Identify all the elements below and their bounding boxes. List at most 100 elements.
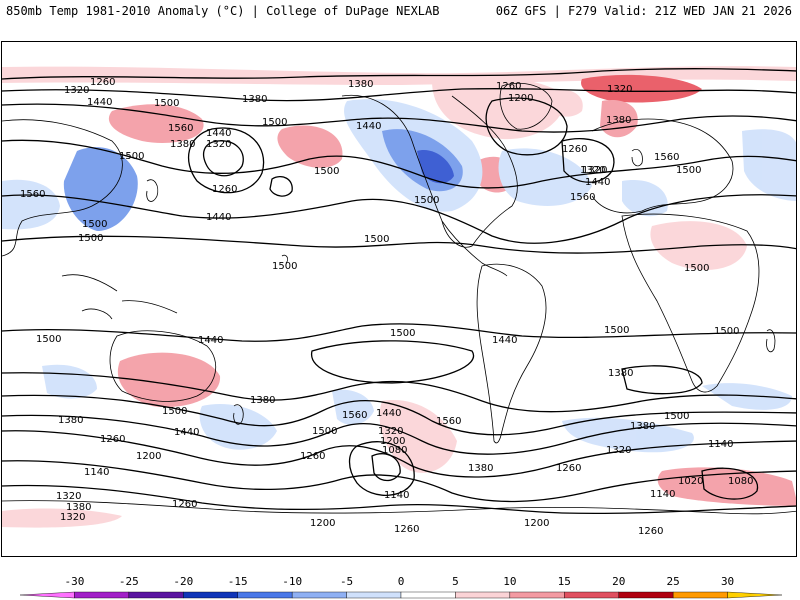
coast-asia (2, 119, 123, 257)
model-run-info: 06Z GFS | F279 Valid: 21Z WED JAN 21 202… (495, 4, 792, 18)
anomaly-warm-southern-ocean (379, 400, 457, 473)
height-label: 1380 (348, 79, 373, 90)
height-label: 1560 (342, 410, 367, 421)
height-label: 1380 (250, 395, 275, 406)
height-label: 1500 (119, 151, 144, 162)
contour-siberia-low-1 (203, 140, 244, 177)
colorbar-bins (19, 591, 783, 599)
height-label: 1260 (212, 184, 237, 195)
height-label: 1500 (604, 325, 629, 336)
anomaly-cold-south-africa (702, 383, 792, 410)
contour-pacific-low (269, 176, 293, 197)
height-label: 1380 (468, 463, 493, 474)
anomaly-warm-siberia (108, 104, 204, 143)
colorbar-tick-label: -15 (228, 575, 248, 588)
height-label: 1140 (384, 490, 409, 501)
height-label: 1380 (630, 421, 655, 432)
height-label: 1200 (508, 93, 533, 104)
height-label: 1320 (378, 426, 403, 437)
contour-south-1440 (2, 414, 796, 455)
colorbar-tick-label: 15 (558, 575, 571, 588)
height-label: 1320 (64, 85, 89, 96)
height-label: 1440 (585, 177, 610, 188)
height-label: 1320 (206, 139, 231, 150)
anomaly-cold-north-atlantic (498, 148, 592, 206)
colorbar-bin (564, 591, 619, 599)
temperature-anomaly-shading (2, 66, 796, 528)
coast-antarctica (2, 500, 796, 515)
height-label: 1140 (650, 489, 675, 500)
anomaly-warm-scandinavia (600, 100, 638, 138)
height-label: 1560 (20, 189, 45, 200)
height-label: 1440 (356, 121, 381, 132)
height-label: 1260 (496, 81, 521, 92)
contour-south-1260 (2, 460, 796, 503)
coast-uk (631, 148, 643, 167)
coastlines (2, 82, 796, 515)
contour-south-1380 (2, 430, 796, 478)
height-label: 1260 (300, 451, 325, 462)
height-label: 1080 (728, 476, 753, 487)
colorbar-bin (74, 591, 130, 599)
colorbar-tick-label: -20 (173, 575, 193, 588)
colorbar-legend: -30 -25 -20 -15 -10 -5 0 5 10 15 20 25 30 (19, 575, 783, 599)
anomaly-cold-indian-ocean (42, 364, 97, 399)
colorbar-tick-label: 10 (503, 575, 516, 588)
anomaly-warm-antarctic-west (2, 508, 122, 528)
colorbar-tick-labels: -30 -25 -20 -15 -10 -5 0 5 10 15 20 25 30 (64, 575, 734, 588)
contour-south-1200 (2, 484, 796, 515)
colorbar-bin (237, 591, 293, 599)
contour-arctic-1260 (2, 68, 796, 80)
anomaly-cold-west-russia (742, 129, 796, 201)
contour-antarctic-low-2 (348, 441, 415, 496)
anomaly-cold-south-america (332, 389, 374, 425)
height-label: 1440 (206, 212, 231, 223)
contour-south-pacific-ridge (311, 340, 475, 384)
colorbar-tick-label: 0 (398, 575, 405, 588)
contour-south-atlantic-ridge (621, 365, 703, 395)
height-contours (2, 68, 796, 515)
height-label: 1560 (168, 123, 193, 134)
anomaly-warm-kamchatka (277, 125, 343, 168)
anomaly-warm-sahara (650, 221, 747, 270)
colorbar-bin (128, 591, 184, 599)
height-label: 1560 (654, 152, 679, 163)
colorbar-tick-label: 30 (721, 575, 734, 588)
anomaly-cold-canada-strong (417, 150, 454, 184)
anomaly-cold-east-asia (63, 147, 138, 231)
height-label: 1500 (390, 328, 415, 339)
height-contour-labels: 1260 1320 1440 1500 1380 1560 1500 1440 … (20, 77, 753, 537)
height-label: 1560 (436, 416, 461, 427)
height-label: 1440 (376, 408, 401, 419)
height-label: 1200 (524, 518, 549, 529)
height-label: 1380 (606, 115, 631, 126)
height-label: 1500 (314, 166, 339, 177)
coast-australia (109, 330, 216, 402)
anomaly-cold-south-pacific (199, 403, 277, 450)
colorbar-tick-label: -25 (119, 575, 139, 588)
map-title: 850mb Temp 1981-2010 Anomaly (°C) | Coll… (6, 4, 440, 18)
colorbar-bin (291, 591, 347, 599)
height-label: 1200 (136, 451, 161, 462)
height-label: 1260 (638, 526, 663, 537)
anomaly-cold-west-asia (2, 179, 60, 230)
colorbar-tick-label: 5 (452, 575, 459, 588)
height-label: 1500 (36, 334, 61, 345)
height-label: 1320 (56, 491, 81, 502)
height-label: 1440 (206, 128, 231, 139)
coast-north-america (341, 94, 518, 248)
anomaly-warm-australia (117, 352, 221, 408)
colorbar-bin (618, 591, 674, 599)
coast-africa (621, 213, 760, 393)
height-label: 1500 (714, 326, 739, 337)
contour-midlat-1500 (2, 139, 796, 189)
height-label: 1260 (562, 144, 587, 155)
contour-siberia-low-2 (188, 127, 265, 194)
contour-antarctic-low-1 (371, 453, 401, 482)
height-label: 1320 (60, 512, 85, 523)
height-label: 1380 (170, 139, 195, 150)
coast-indonesia (61, 274, 178, 320)
height-label: 1500 (664, 411, 689, 422)
height-label: 1320 (580, 165, 605, 176)
anomaly-cold-southern-atlantic (562, 417, 694, 453)
